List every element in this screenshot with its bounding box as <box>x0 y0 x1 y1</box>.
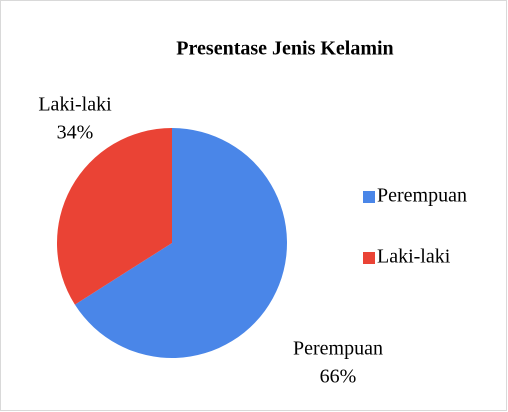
legend-swatch <box>363 252 375 264</box>
legend-label: Perempuan <box>377 185 467 207</box>
data-label-name: Laki-laki <box>38 94 112 116</box>
legend-swatch <box>363 191 375 203</box>
data-label-name: Perempuan <box>293 338 383 360</box>
chart-title: Presentase Jenis Kelamin <box>176 38 393 60</box>
data-label-value: 34% <box>57 122 94 144</box>
legend-label: Laki-laki <box>377 246 451 268</box>
pie-slice <box>74 128 288 358</box>
data-label-value: 66% <box>320 366 357 388</box>
pie-slice <box>56 128 173 305</box>
